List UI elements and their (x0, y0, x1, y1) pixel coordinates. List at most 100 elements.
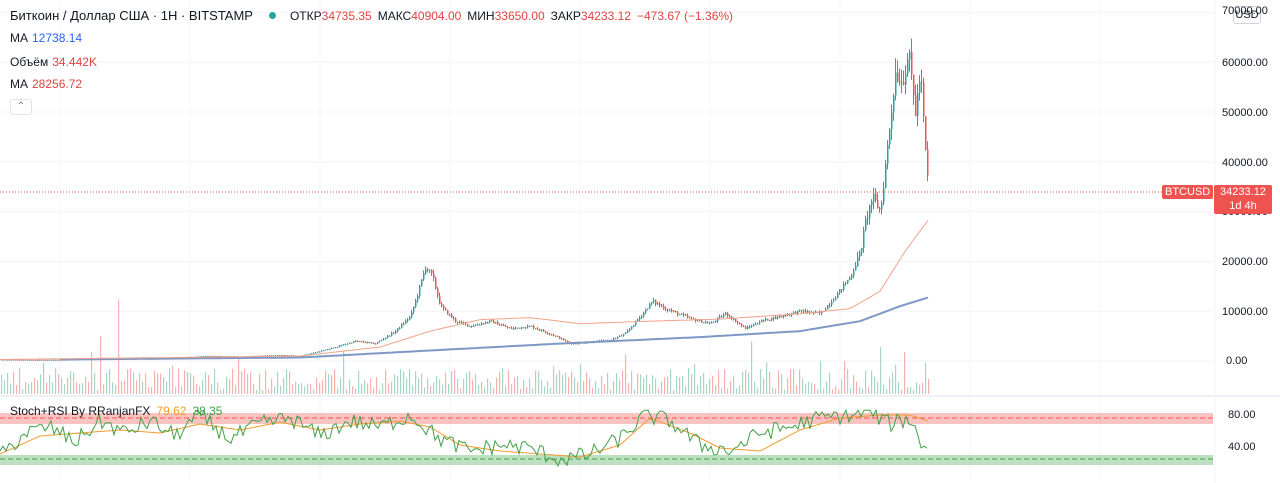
candle-body (855, 265, 857, 271)
volume-bar (118, 299, 120, 394)
volume-bar (733, 375, 735, 394)
volume-bar (592, 388, 594, 394)
candle-body (387, 335, 389, 338)
volume-bar (175, 387, 177, 394)
volume-bar (397, 376, 399, 394)
candle-body (541, 329, 543, 331)
candle-body (701, 319, 703, 323)
volume-bar (367, 383, 369, 394)
symbol-title[interactable]: Биткоин / Доллар США · 1Н · BITSTAMP (10, 8, 253, 23)
volume-bar (787, 378, 789, 394)
volume-bar (100, 336, 102, 394)
candle-body (663, 306, 665, 309)
close-label: ЗАКР (550, 8, 581, 23)
candle-body (563, 338, 565, 341)
candle-body (771, 317, 773, 320)
candle-body (629, 328, 631, 331)
volume-bar (763, 379, 765, 394)
candle-body (331, 348, 333, 350)
candle-body (405, 320, 407, 324)
candle-body (439, 295, 441, 304)
collapse-legend-button[interactable]: ⌃ (10, 99, 32, 115)
candle-body (673, 311, 675, 313)
candle-body (873, 193, 875, 202)
legend-label: Объём (10, 55, 49, 69)
candle-body (891, 112, 893, 130)
volume-bar (817, 389, 819, 394)
candle-body (57, 359, 59, 361)
candle-body (373, 342, 375, 344)
volume-bar (517, 376, 519, 394)
volume-bar (451, 371, 453, 394)
candle-body (347, 343, 349, 345)
candle-body (55, 359, 57, 361)
indicator-legend[interactable]: Stoch+RSI By RRanjanFX 79.62 38.35 (10, 404, 222, 418)
candle-body (875, 193, 877, 200)
ma-slow-legend[interactable]: MA 12738.14 (10, 31, 82, 45)
candle-body (321, 350, 323, 352)
volume-bar (7, 372, 9, 394)
volume-bar (919, 384, 921, 394)
candle-body (747, 326, 749, 330)
volume-bar (568, 377, 570, 394)
volume-bar (736, 388, 738, 394)
ma-fast-legend[interactable]: MA 28256.72 (10, 77, 82, 91)
price-tick: 0.00 (1226, 355, 1248, 367)
candle-body (751, 326, 753, 328)
candle-body (275, 355, 277, 357)
candle-body (907, 59, 909, 75)
candle-body (531, 325, 533, 327)
volume-bar (889, 377, 891, 394)
candle-body (835, 298, 837, 301)
currency-button[interactable]: USD (1233, 6, 1261, 24)
candle-body (783, 315, 785, 317)
volume-bar (61, 377, 63, 394)
candle-body (625, 332, 627, 335)
candle-body (353, 341, 355, 343)
volume-bar (748, 372, 750, 394)
candle-body (343, 344, 345, 346)
volume-bar (622, 370, 624, 394)
symbol-header: Биткоин / Доллар США · 1Н · BITSTAMP ОТК… (10, 8, 739, 23)
volume-bar (10, 383, 12, 394)
price-tick: 50000.00 (1222, 107, 1268, 119)
candle-body (267, 355, 269, 357)
candle-body (359, 341, 361, 343)
candle-body (385, 337, 387, 339)
volume-bar (601, 376, 603, 394)
candle-body (903, 82, 905, 85)
high-label: МАКС (377, 8, 412, 23)
candle-body (831, 301, 833, 305)
candle-body (453, 317, 455, 319)
volume-bar (832, 389, 834, 394)
candle-body (863, 230, 865, 248)
candle-body (355, 341, 357, 343)
volume-bar (895, 364, 897, 394)
candle-body (327, 349, 329, 351)
candle-body (33, 359, 35, 361)
candle-body (877, 199, 879, 208)
candle-body (535, 328, 537, 330)
volume-bar (427, 378, 429, 394)
candle-body (323, 350, 325, 352)
candle-body (457, 321, 459, 323)
candle-body (551, 334, 553, 336)
candle-body (49, 359, 51, 361)
volume-bar (202, 379, 204, 394)
legend-label: MA (10, 77, 28, 91)
volume-bar (343, 351, 345, 394)
volume-bar (697, 385, 699, 394)
volume-bar (655, 378, 657, 394)
candle-body (415, 300, 417, 307)
volume-bar (634, 389, 636, 394)
candle-body (521, 327, 523, 329)
volume-bar (43, 362, 45, 394)
candle-body (379, 340, 381, 343)
volume-bar (436, 375, 438, 394)
volume-bar (580, 364, 582, 394)
candle-body (649, 303, 651, 309)
volume-legend[interactable]: Объём 34.442K (10, 55, 97, 69)
volume-bar (850, 387, 852, 394)
candle-body (489, 320, 491, 323)
